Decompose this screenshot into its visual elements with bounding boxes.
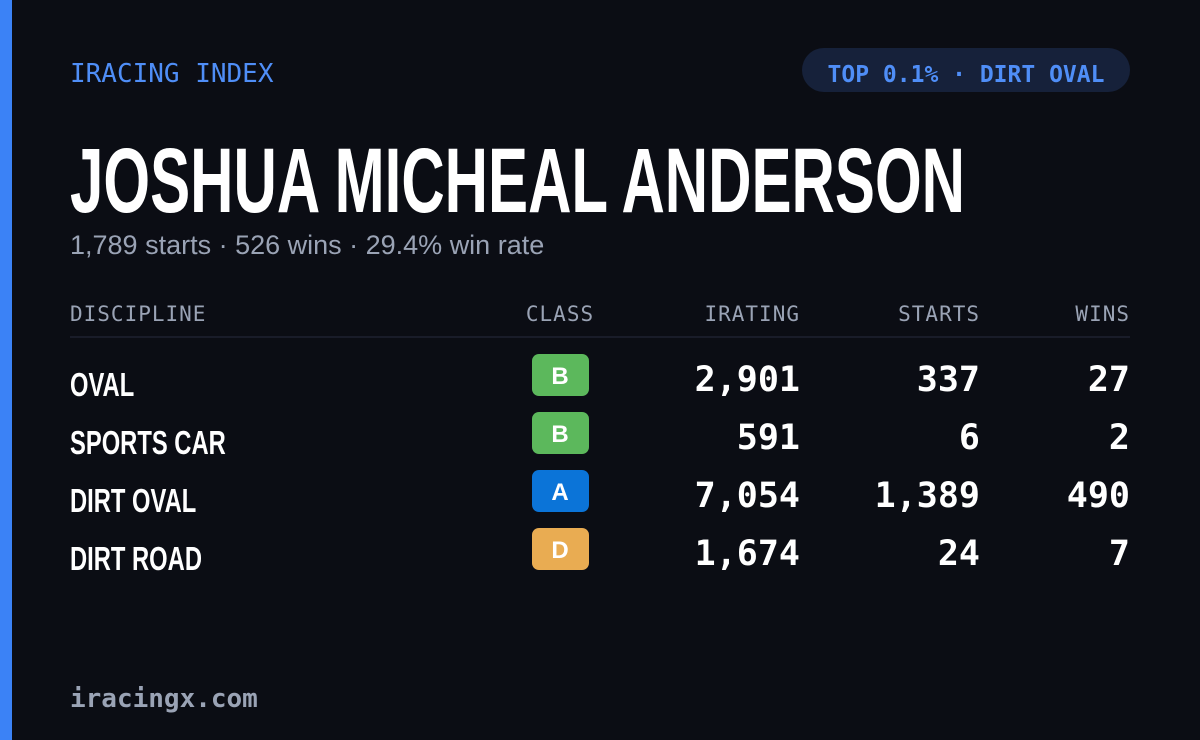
wins-value: 2 bbox=[1109, 418, 1130, 458]
column-header: IRATING bbox=[704, 302, 800, 326]
summary: 1,789 starts · 526 wins · 29.4% win rate bbox=[70, 230, 544, 260]
starts-value: 1,389 bbox=[875, 476, 980, 516]
starts-value: 6 bbox=[959, 418, 980, 458]
badge: TOP 0.1% · DIRT OVAL bbox=[828, 62, 1105, 88]
irating-value: 2,901 bbox=[695, 360, 800, 400]
accent-bar bbox=[0, 0, 12, 740]
column-header: DISCIPLINE bbox=[70, 302, 206, 326]
wins-value: 27 bbox=[1088, 360, 1130, 400]
discipline: DIRT ROAD bbox=[70, 541, 202, 578]
class-badge bbox=[532, 412, 589, 454]
wins-value: 490 bbox=[1067, 476, 1130, 516]
starts-value: 24 bbox=[938, 534, 980, 574]
class-badge bbox=[532, 354, 589, 396]
wins-value: 7 bbox=[1109, 534, 1130, 574]
brand: IRACING INDEX bbox=[70, 59, 274, 89]
column-header: WINS bbox=[1075, 302, 1130, 326]
starts-value: 337 bbox=[917, 360, 980, 400]
class-letter: A bbox=[551, 479, 568, 506]
footer: iracingx.com bbox=[70, 684, 258, 714]
irating-value: 1,674 bbox=[695, 534, 800, 574]
class-letter: B bbox=[551, 421, 568, 448]
discipline: OVAL bbox=[70, 367, 134, 404]
discipline: SPORTS CAR bbox=[70, 425, 226, 462]
column-header: CLASS bbox=[526, 302, 594, 326]
class-badge bbox=[532, 470, 589, 512]
player-name: JOSHUA MICHEAL ANDERSON bbox=[70, 130, 965, 232]
class-badge bbox=[532, 528, 589, 570]
badge-bg bbox=[802, 48, 1130, 92]
class-letter: D bbox=[551, 537, 568, 564]
irating-value: 591 bbox=[737, 418, 800, 458]
class-letter: B bbox=[551, 363, 568, 390]
irating-value: 7,054 bbox=[695, 476, 800, 516]
column-header: STARTS bbox=[898, 302, 980, 326]
discipline: DIRT OVAL bbox=[70, 483, 196, 520]
